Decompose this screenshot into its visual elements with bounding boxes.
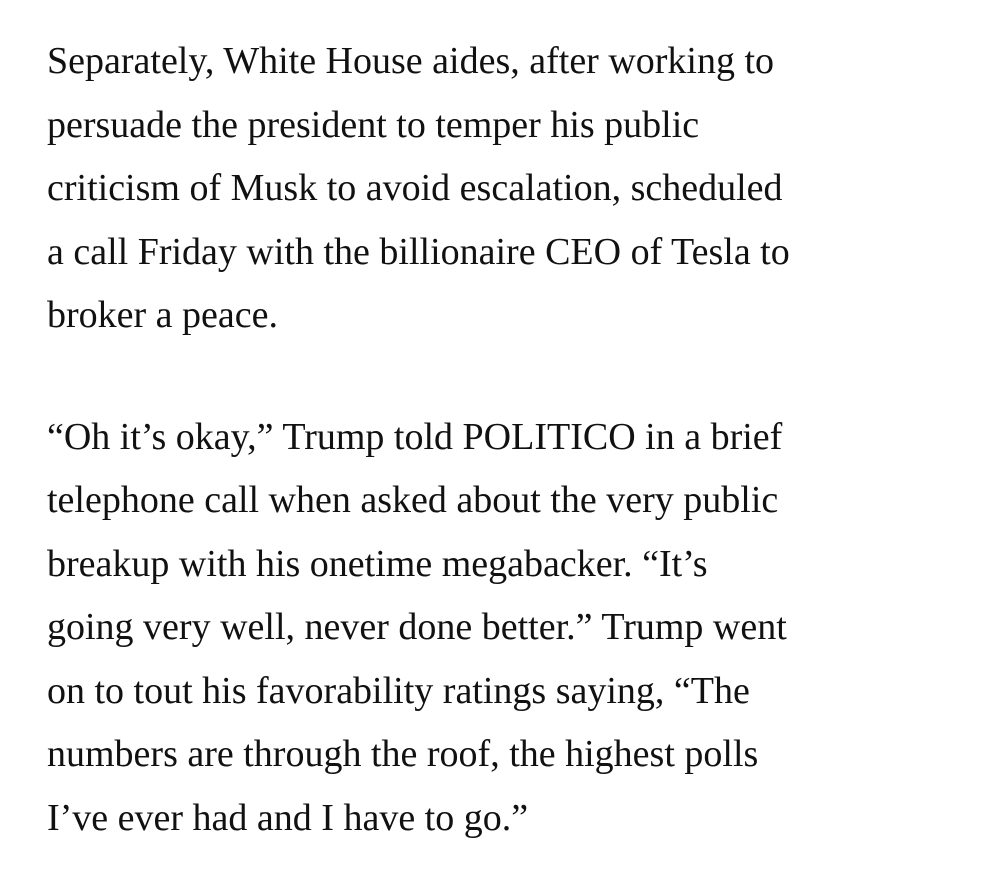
paragraph-line: on to tout his favorability ratings sayi…	[47, 669, 750, 712]
paragraph-line: broker a peace.	[47, 294, 279, 336]
paragraph-line: Separately, White House aides, after wor…	[47, 40, 775, 82]
paragraph-line: persuade the president to temper his pub…	[47, 103, 700, 146]
paragraph-2: “Oh it’s okay,” Trump told POLITICO in a…	[47, 406, 947, 851]
article-body: Separately, White House aides, after wor…	[47, 30, 947, 850]
paragraph-line: going very well, never done better.” Tru…	[47, 606, 787, 648]
paragraph-spacer	[47, 348, 947, 406]
paragraph-line: numbers are through the roof, the highes…	[47, 733, 759, 775]
paragraph-line: “Oh it’s okay,” Trump told POLITICO in a…	[47, 415, 783, 458]
paragraph-line: breakup with his onetime megabacker. “It…	[47, 542, 708, 585]
paragraph-line: I’ve ever had and I have to go.”	[47, 796, 529, 839]
paragraph-line: criticism of Musk to avoid escalation, s…	[47, 167, 783, 209]
paragraph-1: Separately, White House aides, after wor…	[47, 30, 947, 348]
paragraph-line: telephone call when asked about the very…	[47, 479, 779, 521]
paragraph-line: a call Friday with the billionaire CEO o…	[47, 230, 790, 273]
